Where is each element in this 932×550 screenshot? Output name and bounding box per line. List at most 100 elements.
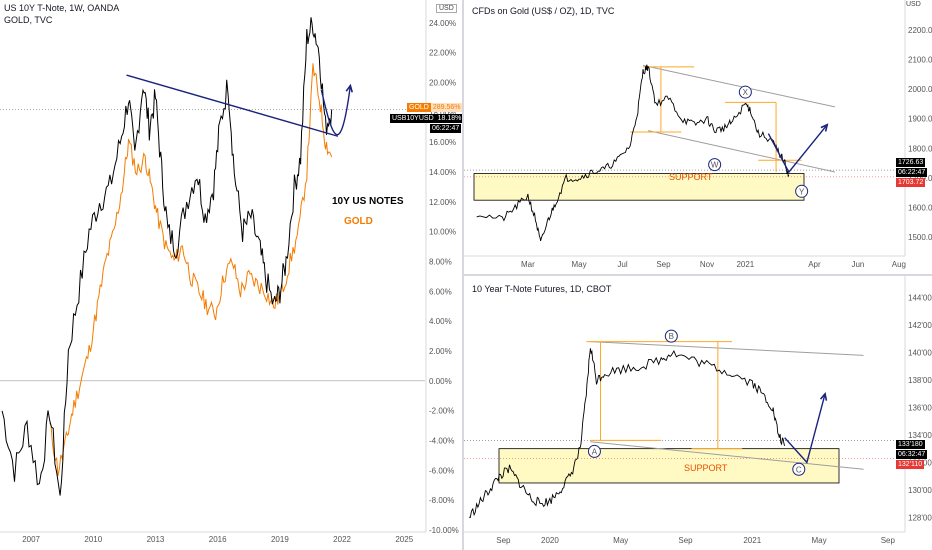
left-y-tick-9: 6.00% bbox=[429, 287, 452, 296]
tnote-x-tick-3: Sep bbox=[678, 536, 693, 545]
gold-chart-pane[interactable]: 2200.002100.002000.001900.001800.001700.… bbox=[464, 0, 932, 274]
gold-x-tick-2: Jul bbox=[617, 260, 627, 269]
left-y-tick-6: 12.00% bbox=[429, 198, 456, 207]
gold-y-tick-4: 1800.00 bbox=[908, 144, 932, 153]
gold-y-tick-6: 1600.00 bbox=[908, 204, 932, 213]
gold-support-label: SUPPORT bbox=[669, 172, 713, 182]
left-y-tick-14: -4.00% bbox=[429, 437, 454, 446]
gold-chart-svg[interactable]: 2200.002100.002000.001900.001800.001700.… bbox=[464, 0, 932, 274]
gold-x-tick-1: May bbox=[571, 260, 586, 269]
left-y-tick-5: 14.00% bbox=[429, 168, 456, 177]
left-x-tick-1: 2010 bbox=[84, 535, 102, 544]
tnote-lower-line bbox=[590, 441, 864, 470]
left-chart-svg[interactable]: 24.00% 22.00% 20.00% 18.00% 16.00% 14.00% 12.0… bbox=[0, 0, 462, 550]
gold-lower-channel bbox=[648, 130, 836, 173]
left-y-tick-11: 2.00% bbox=[429, 347, 452, 356]
gold-price-badge-time: 06:22:47 bbox=[896, 168, 928, 177]
left-x-tick-6: 2025 bbox=[395, 535, 413, 544]
gold-wave-label-X: X bbox=[743, 88, 749, 97]
gold-wave-circle-W bbox=[708, 158, 722, 172]
gold-y-tick-0: 2200.00 bbox=[908, 26, 932, 35]
tnote-support-zone bbox=[498, 448, 840, 484]
gold-price-badge-2: 1703.72 bbox=[896, 178, 926, 187]
gold-y-tick-7: 1500.00 bbox=[908, 233, 932, 242]
left-y-tick-15: -6.00% bbox=[429, 466, 454, 475]
left-y-tick-2: 20.00% bbox=[429, 79, 456, 88]
gold-y-tick-3: 1900.00 bbox=[908, 115, 932, 124]
gold-price-badge: GOLD 289.56% bbox=[407, 103, 463, 112]
left-y-tick-16: -8.00% bbox=[429, 496, 454, 505]
tnote-x-tick-2: May bbox=[613, 536, 628, 545]
left-y-tick-4: 16.00% bbox=[429, 138, 456, 147]
left-trendline bbox=[126, 74, 339, 137]
gold-price-badge-1: 1726.63 bbox=[896, 158, 926, 167]
tnote-y-tick-2: 140'000 bbox=[908, 349, 932, 358]
left-y-tick-8: 8.00% bbox=[429, 258, 452, 267]
gold-forecast-arrow bbox=[767, 124, 828, 174]
gold-currency-badge[interactable]: USD bbox=[906, 1, 921, 8]
gold-x-tick-5: 2021 bbox=[736, 260, 754, 269]
left-x-tick-5: 2022 bbox=[333, 535, 351, 544]
left-chart-pane[interactable]: 24.00% 22.00% 20.00% 18.00% 16.00% 14.00% 12.0… bbox=[0, 0, 464, 550]
left-x-tick-3: 2016 bbox=[209, 535, 227, 544]
tnote-chart-svg[interactable]: 144'000 142'000 140'000 138'000 136'000 134'0… bbox=[464, 276, 932, 550]
gold-x-tick-8: Aug bbox=[892, 260, 906, 269]
tnote-price-badge-2: 132'110 bbox=[896, 460, 925, 469]
left-y-tick-12: 0.00% bbox=[429, 377, 452, 386]
tnote-y-tick-7: 130'000 bbox=[908, 486, 932, 495]
label-10y-notes: 10Y US NOTES bbox=[332, 196, 404, 207]
gold-x-tick-0: Mar bbox=[521, 260, 535, 269]
gold-chart-title: CFDs on Gold (US$ / OZ), 1D, TVC bbox=[472, 6, 615, 16]
gold-support-zone bbox=[473, 173, 805, 201]
tnote-chart-title: 10 Year T-Note Futures, 1D, CBOT bbox=[472, 284, 612, 294]
gold-badge-name: GOLD bbox=[407, 103, 431, 112]
tnote-wave-label-C: C bbox=[796, 465, 802, 474]
tnote-wave-label-A: A bbox=[592, 447, 598, 456]
left-currency-badge[interactable]: USD bbox=[436, 4, 457, 13]
vertical-divider[interactable] bbox=[462, 0, 464, 550]
gold-wave-circle-X bbox=[738, 85, 752, 99]
notes-badge-name: USB10YUSD bbox=[390, 114, 436, 123]
gold-y-tick-1: 2100.00 bbox=[908, 55, 932, 64]
tnote-wave-circle-A bbox=[587, 444, 601, 458]
notes-badge-value: 18.18% bbox=[435, 114, 464, 123]
tnote-y-tick-0: 144'000 bbox=[908, 294, 932, 303]
gold-wave-label-Y: Y bbox=[799, 187, 805, 196]
gold-x-tick-6: Apr bbox=[808, 260, 821, 269]
notes-price-badge: USB10YUSD 18.18% bbox=[390, 114, 464, 123]
left-forecast-arrow bbox=[320, 85, 352, 136]
tnote-x-tick-0: Sep bbox=[496, 536, 511, 545]
tnote-price-badge-1: 133'180 bbox=[896, 440, 925, 449]
horizontal-divider[interactable] bbox=[464, 274, 932, 276]
gold-series-line bbox=[49, 63, 333, 476]
left-y-tick-0: 24.00% bbox=[429, 19, 456, 28]
left-x-tick-2: 2013 bbox=[147, 535, 165, 544]
tnote-x-tick-6: Sep bbox=[881, 536, 896, 545]
tnote-forecast-arrow bbox=[784, 393, 826, 464]
left-y-tick-3: 18.00% bbox=[429, 108, 456, 117]
tnote-chart-pane[interactable]: 144'000 142'000 140'000 138'000 136'000 134'0… bbox=[464, 276, 932, 550]
tnote-upper-line bbox=[590, 341, 864, 356]
tnote-y-tick-5: 134'000 bbox=[908, 431, 932, 440]
left-chart-title: US 10Y T-Note, 1W, OANDA bbox=[4, 3, 120, 13]
gold-forecast-arrowhead bbox=[820, 123, 829, 132]
left-y-tick-1: 22.00% bbox=[429, 49, 456, 58]
tnote-x-tick-4: 2021 bbox=[743, 536, 761, 545]
tnote-y-tick-8: 128'000 bbox=[908, 513, 932, 522]
left-y-tick-17: -10.00% bbox=[429, 526, 459, 535]
tnote-y-tick-1: 142'000 bbox=[908, 321, 932, 330]
gold-wave-label-W: W bbox=[711, 161, 719, 170]
left-forecast-arrowhead bbox=[345, 83, 353, 93]
tnote-wave-circle-B bbox=[664, 329, 678, 343]
left-y-tick-7: 10.00% bbox=[429, 228, 456, 237]
left-y-tick-13: -2.00% bbox=[429, 407, 454, 416]
tnote-price-badge-time: 06:32:47 bbox=[896, 450, 928, 459]
tnote-x-tick-5: May bbox=[811, 536, 826, 545]
label-gold: GOLD bbox=[344, 216, 373, 227]
gold-y-tick-2: 2000.00 bbox=[908, 85, 932, 94]
tnote-wave-label-B: B bbox=[669, 332, 674, 341]
tnote-support-label: SUPPORT bbox=[684, 463, 728, 473]
gold-wave-circle-Y bbox=[795, 184, 809, 198]
left-x-tick-4: 2019 bbox=[271, 535, 289, 544]
left-chart-subtitle: GOLD, TVC bbox=[4, 15, 53, 25]
